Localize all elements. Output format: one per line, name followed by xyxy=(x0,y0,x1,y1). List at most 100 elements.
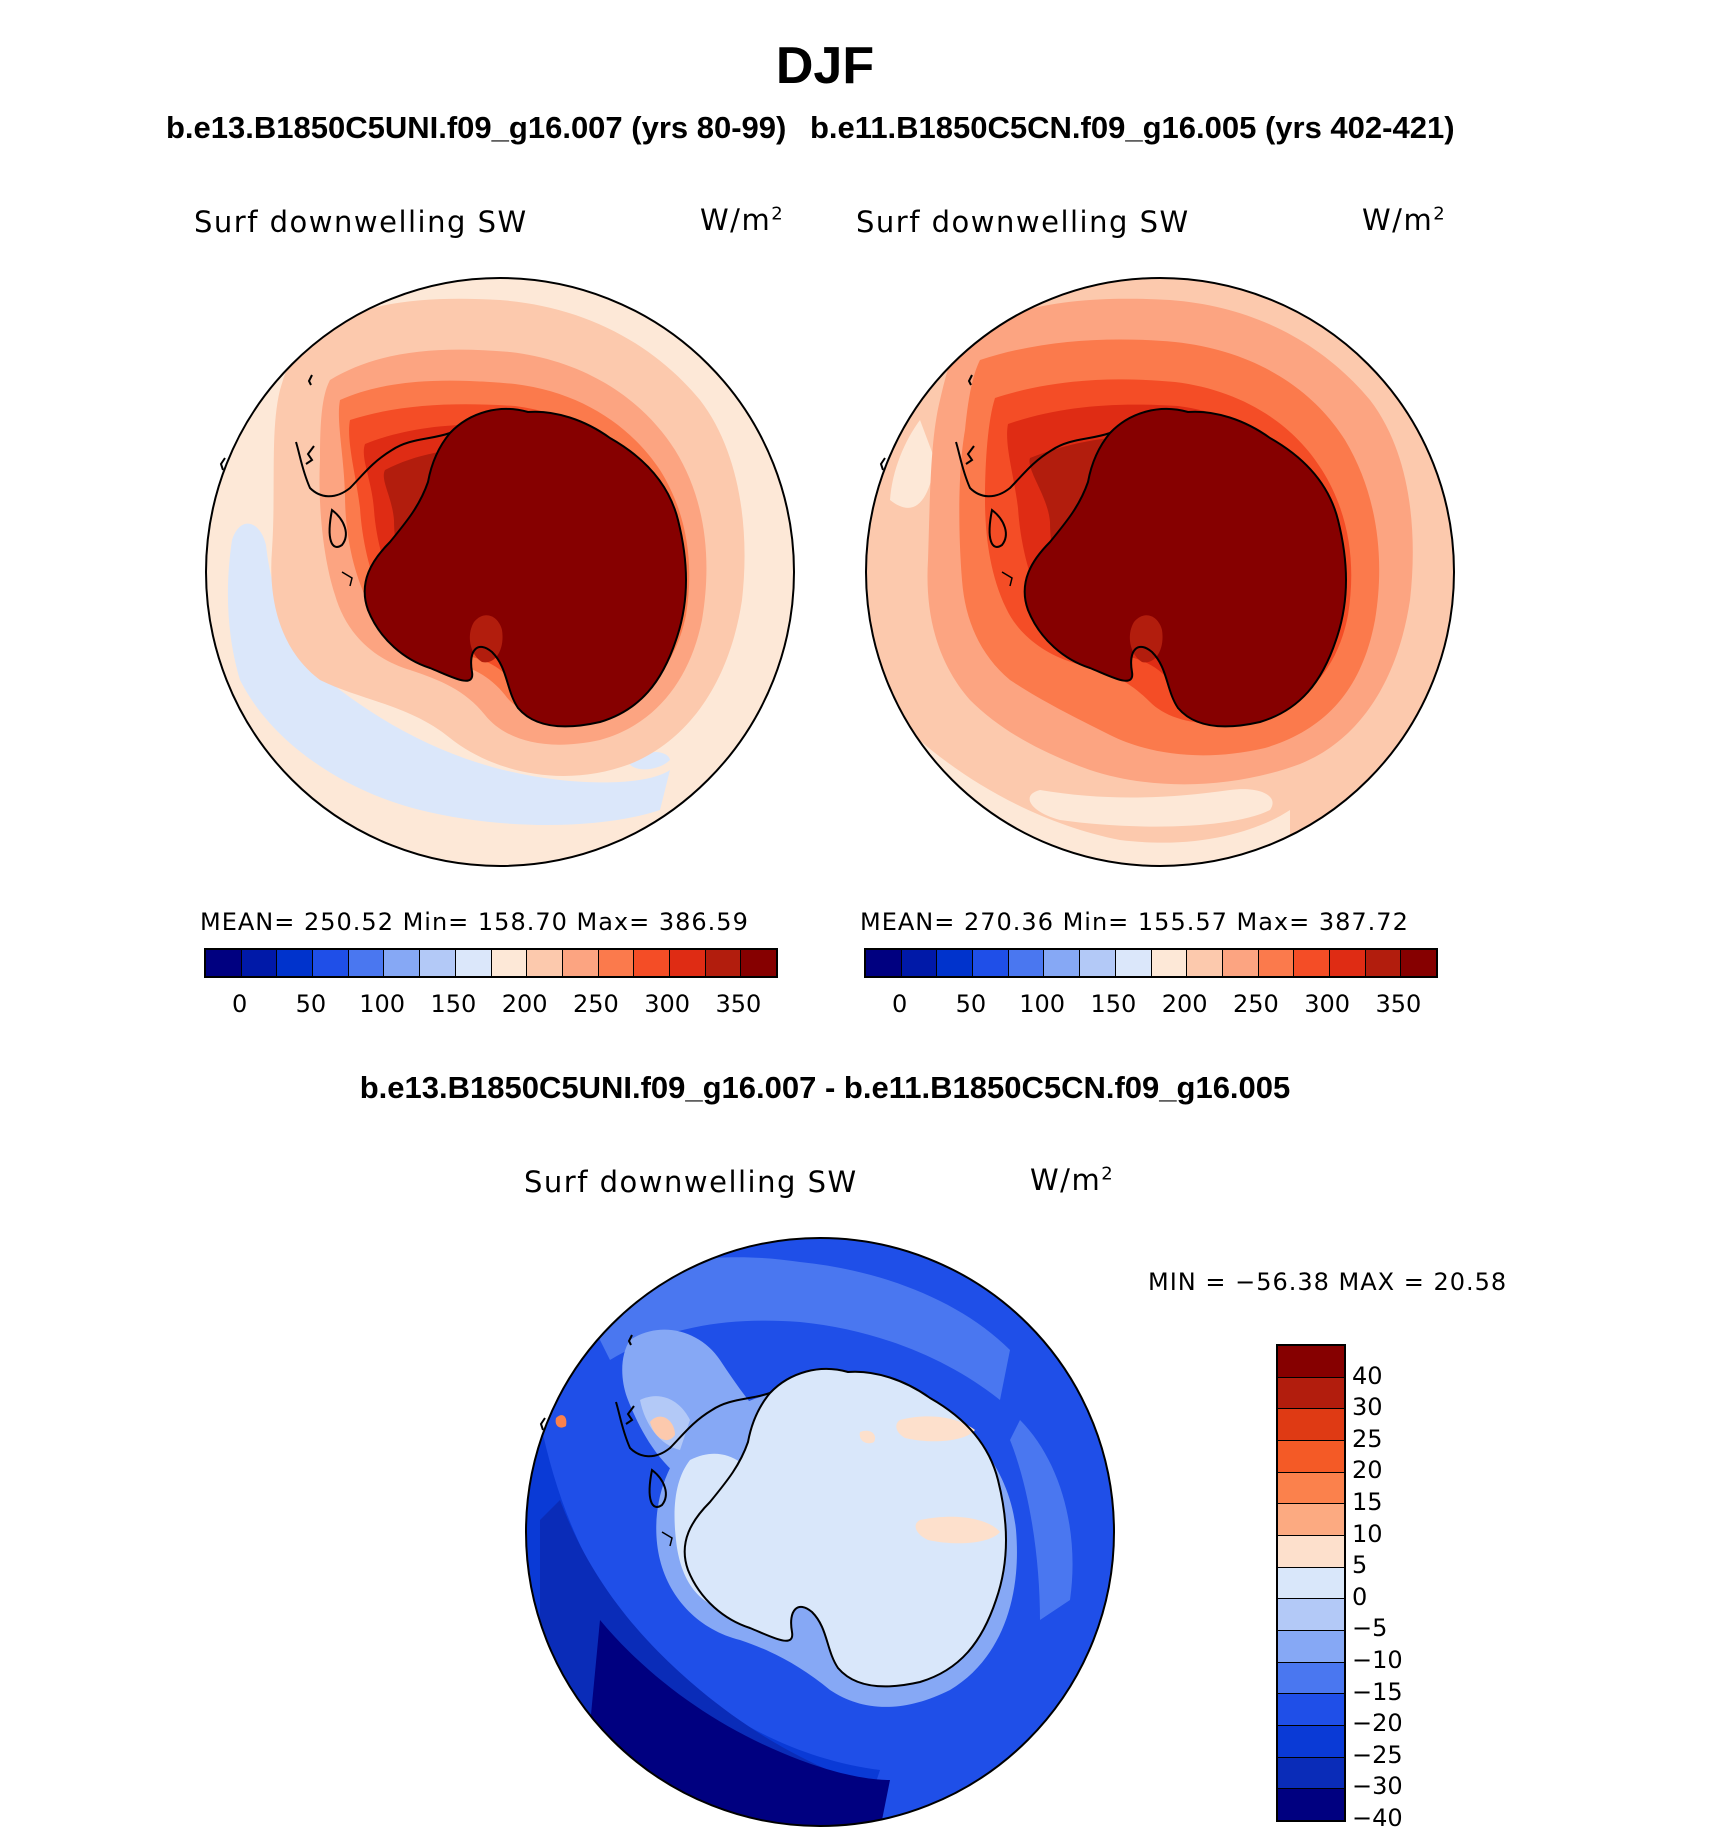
left-colorbar-swatch xyxy=(705,950,742,976)
left-variable-name: Surf downwelling SW xyxy=(194,205,528,239)
left-colorbar-swatch xyxy=(455,950,492,976)
right-colorbar-tick: 50 xyxy=(955,990,987,1018)
right-colorbar-swatch xyxy=(1294,950,1330,976)
case-b-label: b.e11.B1850C5CN.f09_g16.005 (yrs 402-421… xyxy=(810,110,1455,145)
left-colorbar-swatch xyxy=(562,950,599,976)
diff-colorbar-tick: −20 xyxy=(1352,1709,1403,1738)
diff-colorbar-swatch xyxy=(1278,1536,1344,1568)
right-colorbar-swatch xyxy=(1258,950,1295,976)
diff-colorbar-tick: 30 xyxy=(1352,1393,1383,1422)
diff-colorbar-swatch xyxy=(1278,1726,1344,1758)
diff-colorbar-tick: −5 xyxy=(1352,1614,1388,1643)
left-map-border xyxy=(205,277,795,867)
right-colorbar-swatch xyxy=(1187,950,1223,976)
diff-colorbar-swatch xyxy=(1278,1377,1344,1410)
left-colorbar-swatch xyxy=(206,950,242,976)
left-low-sw-band xyxy=(227,523,671,825)
diff-colorbar-swatch xyxy=(1278,1409,1344,1442)
diff-colorbar-tick: 20 xyxy=(1352,1456,1383,1485)
left-colorbar-tick: 0 xyxy=(231,990,248,1018)
right-colorbar-swatch xyxy=(1008,950,1045,976)
diff-colorbar-tick: 15 xyxy=(1352,1488,1383,1516)
left-colorbar-tick: 100 xyxy=(359,990,406,1018)
diff-units-base: W/m xyxy=(1030,1163,1102,1197)
right-colorbar-swatch xyxy=(1329,950,1366,976)
right-colorbar-swatch xyxy=(1044,950,1081,976)
diff-colorbar-tick: −40 xyxy=(1352,1804,1403,1832)
left-colorbar-swatch xyxy=(348,950,385,976)
left-map xyxy=(206,278,794,866)
right-colorbar-swatch xyxy=(1222,950,1259,976)
right-colorbar-tick: 100 xyxy=(1019,990,1066,1018)
right-colorbar-tick: 0 xyxy=(891,990,908,1018)
left-units: W/m2 xyxy=(700,203,784,237)
diff-colorbar-tick: 40 xyxy=(1352,1361,1383,1390)
left-colorbar-swatch xyxy=(598,950,635,976)
right-map-coastline xyxy=(879,374,1347,728)
diff-colorbar xyxy=(1276,1344,1346,1822)
diff-variable-name: Surf downwelling SW xyxy=(524,1165,858,1199)
right-units-exponent: 2 xyxy=(1433,203,1447,225)
diff-positive-spot xyxy=(650,1416,675,1441)
right-map xyxy=(866,278,1454,866)
right-colorbar-swatch xyxy=(866,950,902,976)
right-units: W/m2 xyxy=(1362,203,1446,237)
diff-colorbar-tick: 25 xyxy=(1352,1424,1383,1453)
left-colorbar-tick: 50 xyxy=(295,990,327,1018)
diff-map-coastline xyxy=(539,1334,1007,1688)
right-variable-name: Surf downwelling SW xyxy=(856,205,1190,239)
left-colorbar-swatch xyxy=(384,950,421,976)
diff-colorbar-swatch xyxy=(1278,1662,1344,1695)
right-colorbar-tick: 200 xyxy=(1161,990,1208,1018)
diff-colorbar-tick: −30 xyxy=(1352,1772,1403,1801)
right-stats: MEAN= 270.36 Min= 155.57 Max= 387.72 xyxy=(860,908,1409,936)
diff-stats: MIN = −56.38 MAX = 20.58 xyxy=(1148,1268,1508,1296)
right-colorbar-swatch xyxy=(937,950,974,976)
right-units-base: W/m xyxy=(1362,203,1434,237)
right-map-border xyxy=(865,277,1455,867)
left-colorbar-tick: 250 xyxy=(572,990,619,1018)
left-colorbar-tick: 150 xyxy=(430,990,477,1018)
right-colorbar xyxy=(864,948,1438,978)
diff-colorbar-tick: −25 xyxy=(1352,1740,1403,1769)
left-colorbar-swatch xyxy=(277,950,314,976)
diff-colorbar-swatch xyxy=(1278,1472,1344,1505)
left-colorbar-swatch xyxy=(491,950,528,976)
figure-title: DJF xyxy=(775,37,875,95)
diff-colorbar-swatch xyxy=(1278,1631,1344,1663)
left-colorbar-swatch xyxy=(527,950,563,976)
diff-colorbar-tick: 10 xyxy=(1352,1519,1383,1548)
left-colorbar-swatch xyxy=(741,950,776,976)
right-colorbar-swatch xyxy=(901,950,938,976)
right-colorbar-swatch xyxy=(1080,950,1116,976)
left-units-exponent: 2 xyxy=(771,203,785,225)
left-colorbar xyxy=(204,948,778,978)
left-colorbar-swatch xyxy=(634,950,670,976)
left-units-base: W/m xyxy=(700,203,772,237)
left-colorbar-swatch xyxy=(669,950,706,976)
diff-colorbar-swatch xyxy=(1278,1757,1344,1790)
left-colorbar-tick: 200 xyxy=(501,990,548,1018)
right-colorbar-tick: 250 xyxy=(1232,990,1279,1018)
right-colorbar-swatch xyxy=(1365,950,1402,976)
right-colorbar-tick: 300 xyxy=(1304,990,1351,1018)
diff-colorbar-swatch xyxy=(1278,1694,1344,1727)
left-colorbar-tick: 300 xyxy=(644,990,691,1018)
right-colorbar-tick: 150 xyxy=(1090,990,1137,1018)
right-colorbar-swatch xyxy=(1401,950,1436,976)
case-a-label: b.e13.B1850C5UNI.f09_g16.007 (yrs 80-99) xyxy=(166,110,787,145)
right-colorbar-tick: 350 xyxy=(1375,990,1422,1018)
diff-units-exponent: 2 xyxy=(1101,1163,1115,1185)
left-colorbar-swatch xyxy=(420,950,456,976)
diff-colorbar-swatch xyxy=(1278,1504,1344,1537)
diff-colorbar-swatch xyxy=(1278,1789,1344,1821)
diff-colorbar-tick: 5 xyxy=(1352,1551,1368,1580)
diff-colorbar-tick: −15 xyxy=(1352,1677,1403,1706)
diff-label: b.e13.B1850C5UNI.f09_g16.007 - b.e11.B18… xyxy=(359,1070,1291,1105)
diff-colorbar-swatch xyxy=(1278,1441,1344,1473)
diff-colorbar-tick: −10 xyxy=(1352,1646,1403,1674)
diff-colorbar-swatch xyxy=(1278,1346,1344,1378)
right-colorbar-swatch xyxy=(973,950,1009,976)
diff-colorbar-swatch xyxy=(1278,1567,1344,1600)
